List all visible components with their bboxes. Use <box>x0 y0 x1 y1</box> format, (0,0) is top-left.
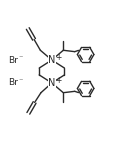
Text: +: + <box>55 53 61 62</box>
Text: ⁻: ⁻ <box>19 76 23 85</box>
Text: Br: Br <box>9 56 18 64</box>
Text: Br: Br <box>9 79 18 87</box>
Text: N: N <box>48 78 56 88</box>
Text: +: + <box>55 76 61 85</box>
Text: N: N <box>48 55 56 65</box>
Text: ⁻: ⁻ <box>19 53 23 63</box>
